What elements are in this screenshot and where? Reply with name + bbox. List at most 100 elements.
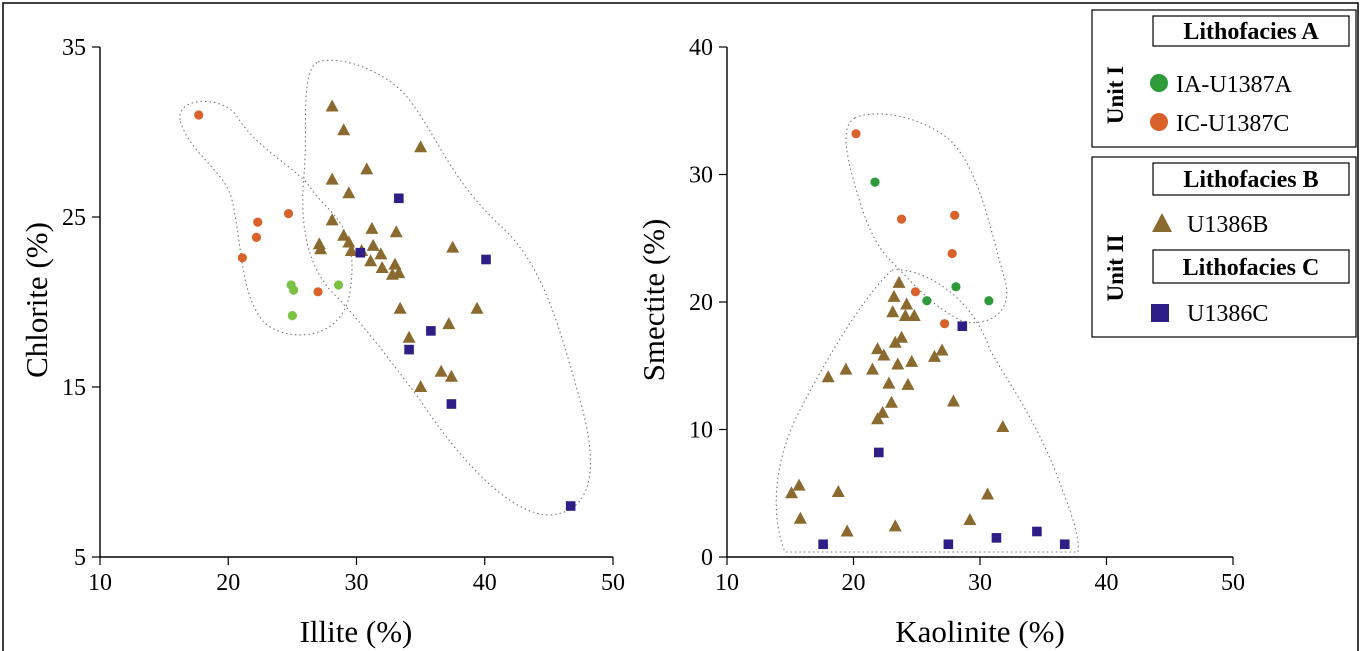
kaolinite-smectite-u1386b-point (900, 297, 914, 310)
chlorite-axis-title: Chlorite (%) (19, 222, 54, 378)
illite-chlorite-u1386b-point (434, 364, 448, 377)
kaolinite-smectite-ia-u1387a-point (984, 296, 994, 306)
kaolinite-smectite-ia-u1387a-point (870, 177, 880, 187)
y-tick-label: 5 (74, 545, 86, 571)
illite-chlorite-u1386c-point (394, 193, 404, 204)
kaolinite-smectite-u1386b-point (793, 511, 807, 524)
illite-chlorite-u1386b-point (444, 369, 458, 382)
x-tick-label: 20 (842, 570, 866, 596)
kaolinite-smectite-u1386b-point (785, 486, 799, 499)
illite-chlorite-u1386b-point (388, 257, 402, 270)
kaolinite-smectite-ic-u1387c-point (896, 214, 907, 224)
kaolinite-smectite-u1386c-point (991, 533, 1002, 543)
illite-chlorite-envelope-unit-i (179, 100, 353, 336)
y-tick-label: 35 (62, 35, 86, 61)
illite-chlorite-u1386c-point (565, 501, 576, 511)
x-tick-label: 30 (345, 570, 369, 596)
kaolinite-smectite-u1386b-point (927, 349, 941, 362)
kaolinite-smectite-u1386b-point (831, 484, 845, 497)
kaolinite-smectite-ic-u1387c-point (851, 129, 861, 139)
y-tick-label: 30 (689, 163, 713, 189)
kaolinite-smectite-u1386c-point (957, 321, 968, 332)
kaolinite-smectite-u1386b-point (840, 524, 854, 537)
kaolinite-smectite-u1386b-point (821, 370, 835, 383)
kaolinite-smectite-u1386b-point (891, 357, 905, 370)
illite-chlorite-u1386b-point (393, 301, 407, 314)
kaolinite-smectite-u1386c-point (1059, 539, 1070, 550)
kaolinite-smectite-u1386b-point (895, 330, 909, 343)
kaolinite-smectite-ia-u1387a-point (951, 282, 961, 292)
ic-legend-marker (1150, 113, 1168, 131)
kaolinite-smectite-u1386b-point (871, 342, 885, 355)
chlorite-illite-panel: 10 20 30 40 50 5 15 25 35 Illite (%) Chlorite (%… (19, 35, 625, 649)
lithofacies-c-box (1152, 249, 1350, 284)
kaolinite-smectite-u1386b-point (888, 519, 902, 532)
kaolinite-smectite-u1386b-point (905, 354, 919, 367)
illite-chlorite-u1386c-point (446, 399, 457, 409)
kaolinite-smectite-u1386b-point (887, 289, 901, 302)
illite-chlorite-u1386b-point (392, 266, 406, 279)
lithofacies-c-title: Lithofacies C (1183, 255, 1320, 281)
illite-chlorite-u1386b-point (389, 225, 403, 238)
kaolinite-smectite-u1386b-point (876, 405, 890, 418)
kaolinite-smectite-u1386c-point (818, 539, 828, 550)
y-tick-label: 0 (701, 545, 713, 571)
y-tick-label: 20 (689, 290, 713, 316)
illite-chlorite-u1386b-point (365, 221, 379, 234)
illite-chlorite-u1386b-point (374, 247, 388, 260)
unit-ii-label: Unit II (1103, 234, 1128, 301)
y-tick-label: 10 (689, 418, 713, 444)
x-tick-label: 10 (88, 570, 112, 596)
kaolinite-smectite-u1386b-point (935, 343, 949, 356)
kaolinite-smectite-u1386b-point (877, 348, 891, 361)
illite-chlorite-u1386b-point (342, 235, 356, 248)
kaolinite-smectite-u1386b-point (946, 394, 960, 407)
illite-chlorite-ia-u1387a-point (289, 285, 299, 295)
kaolinite-smectite-envelope-unit-ii (775, 269, 1079, 553)
illite-chlorite-u1386b-point (360, 162, 374, 175)
y-tick-label: 25 (62, 205, 86, 231)
illite-chlorite-u1386b-point (442, 317, 456, 330)
illite-chlorite-u1386b-point (344, 244, 358, 256)
b-legend-label: U1386B (1187, 212, 1268, 238)
kaolinite-smectite-u1386b-point (898, 309, 912, 322)
illite-chlorite-ic-u1387c-point (313, 287, 323, 297)
kaolinite-smectite-ia-u1387a-point (922, 296, 932, 306)
legend: Lithofacies A Unit I IA-U1387A IC-U1387C… (1091, 9, 1357, 338)
kaolinite-axis-title: Kaolinite (%) (895, 614, 1065, 649)
kaolinite-smectite-u1386c-point (943, 539, 954, 550)
kaolinite-smectite-u1386b-point (892, 275, 906, 288)
kaolinite-smectite-ic-u1387c-point (950, 210, 960, 220)
kaolinite-smectite-u1386b-point (996, 419, 1010, 432)
illite-chlorite-u1386b-point (325, 172, 339, 185)
illite-chlorite-ic-u1387c-point (194, 110, 204, 120)
lithofacies-a-box (1152, 15, 1350, 47)
illite-chlorite-ic-u1387c-point (237, 253, 247, 263)
illite-chlorite-u1386b-point (337, 123, 351, 136)
illite-chlorite-u1386b-point (414, 140, 428, 153)
y-tick-label: 40 (689, 35, 713, 61)
b-legend-marker (1152, 213, 1172, 232)
kaolinite-smectite-u1386b-point (865, 362, 879, 375)
kaolinite-smectite-u1386c-point (1032, 526, 1042, 537)
kaolinite-smectite-envelope-unit-i (845, 113, 1008, 324)
illite-chlorite-u1386b-point (402, 330, 416, 343)
kaolinite-smectite-u1386b-point (871, 412, 885, 425)
illite-chlorite-ia-u1387a-point (333, 280, 344, 290)
kaolinite-smectite-u1386b-point (981, 487, 995, 500)
kaolinite-smectite-u1386b-point (882, 376, 896, 389)
kaolinite-smectite-ic-u1387c-point (947, 248, 957, 259)
illite-chlorite-u1386b-point (314, 242, 328, 255)
y-tick-label: 15 (62, 375, 86, 401)
illite-chlorite-u1386b-point (366, 238, 380, 251)
illite-chlorite-u1386b-point (325, 213, 339, 226)
x-tick-label: 30 (968, 570, 992, 596)
kaolinite-smectite-u1386b-point (907, 309, 921, 322)
kaolinite-smectite-u1386b-point (884, 395, 898, 408)
illite-chlorite-u1386b-point (364, 254, 378, 267)
kaolinite-smectite-ic-u1387c-point (939, 319, 950, 329)
illite-chlorite-u1386b-point (446, 240, 460, 253)
kaolinite-smectite-u1386b-point (839, 362, 853, 375)
